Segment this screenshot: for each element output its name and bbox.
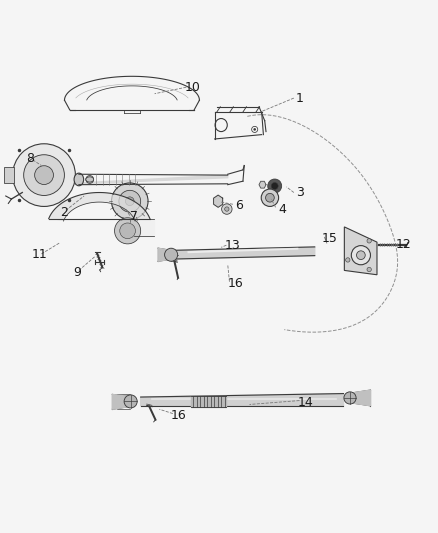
Text: 1: 1 bbox=[296, 92, 304, 104]
Circle shape bbox=[344, 392, 356, 404]
Bar bbox=[4, 167, 14, 183]
Text: 7: 7 bbox=[130, 210, 138, 223]
Circle shape bbox=[253, 128, 256, 131]
Text: 9: 9 bbox=[74, 265, 81, 279]
Polygon shape bbox=[134, 219, 154, 236]
Circle shape bbox=[112, 183, 148, 220]
Text: 12: 12 bbox=[396, 238, 412, 251]
Polygon shape bbox=[158, 248, 171, 261]
Circle shape bbox=[124, 395, 137, 408]
Circle shape bbox=[119, 190, 141, 212]
Circle shape bbox=[265, 193, 274, 202]
Text: 11: 11 bbox=[32, 248, 48, 261]
Circle shape bbox=[367, 239, 371, 243]
Text: 6: 6 bbox=[235, 199, 243, 212]
Text: 4: 4 bbox=[278, 203, 286, 215]
Text: 2: 2 bbox=[60, 206, 68, 220]
Circle shape bbox=[367, 268, 371, 272]
Circle shape bbox=[225, 207, 229, 211]
Text: 10: 10 bbox=[185, 80, 201, 94]
Text: 15: 15 bbox=[322, 232, 338, 245]
Polygon shape bbox=[171, 247, 315, 259]
Text: 8: 8 bbox=[26, 152, 34, 165]
Circle shape bbox=[351, 246, 371, 265]
Ellipse shape bbox=[86, 177, 94, 182]
Circle shape bbox=[115, 218, 141, 244]
Circle shape bbox=[24, 155, 64, 196]
Circle shape bbox=[357, 251, 365, 260]
Text: 14: 14 bbox=[298, 396, 314, 409]
Polygon shape bbox=[49, 192, 150, 221]
Polygon shape bbox=[348, 390, 371, 406]
Circle shape bbox=[165, 248, 178, 261]
Circle shape bbox=[271, 182, 278, 189]
Circle shape bbox=[261, 189, 279, 206]
Polygon shape bbox=[191, 396, 226, 407]
Text: 13: 13 bbox=[224, 239, 240, 252]
Polygon shape bbox=[79, 175, 228, 184]
Circle shape bbox=[120, 223, 135, 239]
Polygon shape bbox=[344, 227, 377, 275]
Polygon shape bbox=[214, 195, 223, 207]
Circle shape bbox=[268, 179, 282, 193]
Ellipse shape bbox=[86, 175, 94, 183]
Text: 3: 3 bbox=[296, 186, 304, 199]
Circle shape bbox=[346, 258, 350, 262]
Ellipse shape bbox=[74, 173, 84, 186]
Polygon shape bbox=[259, 181, 266, 188]
Circle shape bbox=[35, 166, 53, 184]
Circle shape bbox=[13, 144, 75, 206]
Polygon shape bbox=[141, 393, 343, 406]
Polygon shape bbox=[113, 394, 134, 409]
Text: 16: 16 bbox=[171, 409, 187, 422]
Circle shape bbox=[222, 204, 232, 214]
Text: 16: 16 bbox=[228, 277, 244, 289]
Circle shape bbox=[125, 197, 134, 206]
